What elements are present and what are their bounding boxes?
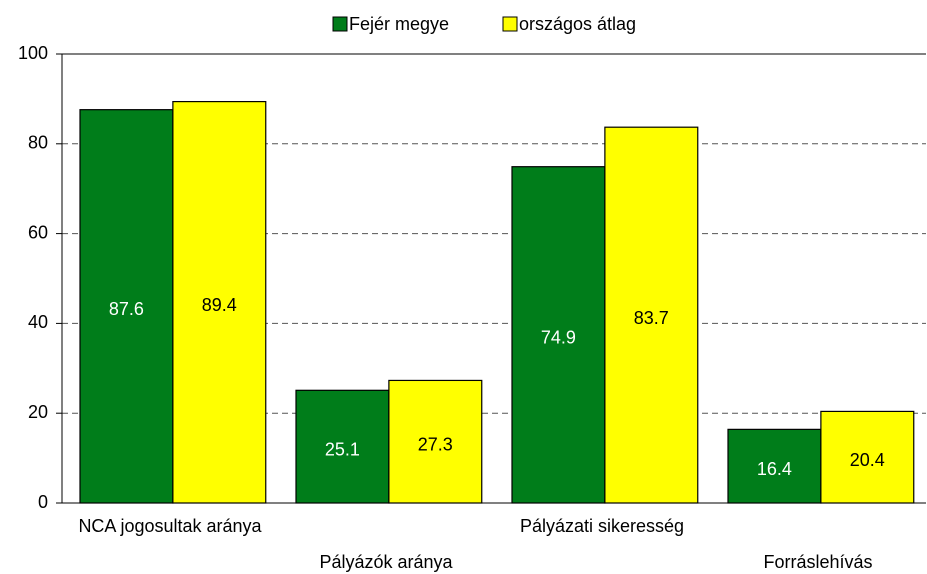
data-label: 87.6 (109, 299, 144, 319)
y-tick-label: 80 (28, 133, 48, 153)
bar (388, 379, 483, 504)
bar (295, 389, 390, 504)
data-label: 20.4 (850, 450, 885, 470)
x-tick-label: Forráslehívás (763, 552, 872, 572)
legend-label: országos átlag (519, 14, 636, 34)
y-tick-label: 100 (18, 43, 48, 63)
y-tick-label: 20 (28, 402, 48, 422)
bar (727, 428, 822, 504)
data-label: 83.7 (634, 308, 669, 328)
legend-swatch (502, 16, 518, 32)
y-tick-label: 60 (28, 222, 48, 242)
bar (511, 166, 606, 504)
bar (820, 410, 915, 504)
bar (172, 100, 267, 504)
legend-swatch (332, 16, 348, 32)
data-label: 25.1 (325, 439, 360, 459)
x-tick-label: NCA jogosultak aránya (78, 516, 262, 536)
data-label: 16.4 (757, 459, 792, 479)
data-label: 74.9 (541, 328, 576, 348)
x-tick-label: Pályázók aránya (319, 552, 453, 572)
data-label: 27.3 (418, 434, 453, 454)
bar (79, 109, 174, 504)
bar (604, 126, 699, 504)
data-label: 89.4 (202, 295, 237, 315)
legend-label: Fejér megye (349, 14, 449, 34)
y-tick-label: 0 (38, 492, 48, 512)
y-tick-label: 40 (28, 312, 48, 332)
x-tick-label: Pályázati sikeresség (520, 516, 684, 536)
